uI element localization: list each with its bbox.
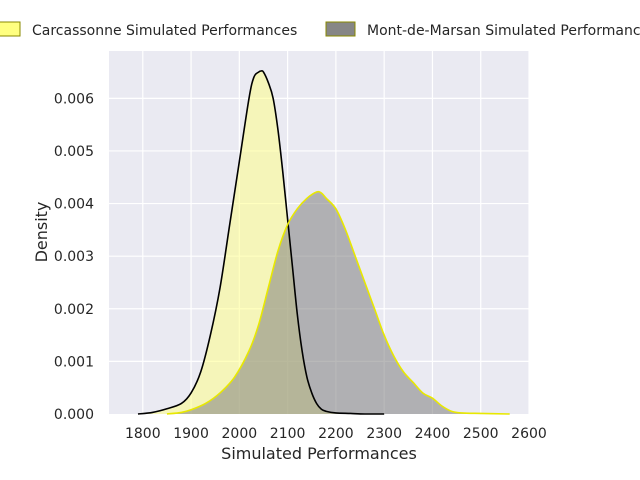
y-tick-label: 0.004 [54,197,94,213]
y-tick-label: 0.002 [54,302,94,318]
x-axis-label: Simulated Performances [221,444,417,463]
x-tick-label: 2600 [511,426,547,442]
x-tick-label: 2300 [366,426,402,442]
y-axis-ticks: 0.000 0.001 0.002 0.003 0.004 0.005 0.006 [54,91,94,423]
x-tick-label: 2100 [270,426,306,442]
x-tick-label: 1800 [125,426,161,442]
legend-swatch-series-2 [325,21,356,37]
y-tick-label: 0.001 [54,354,94,370]
y-tick-label: 0.005 [54,144,94,160]
legend-swatch-series-1 [0,21,21,37]
x-tick-label: 2400 [415,426,451,442]
x-tick-label: 2000 [222,426,258,442]
series-layer [137,69,510,415]
y-tick-label: 0.006 [54,91,94,107]
density-area-series-2 [166,191,510,414]
x-tick-label: 1900 [173,426,209,442]
x-tick-label: 2200 [318,426,354,442]
y-axis-label: Density [32,202,51,263]
series-lines [137,69,510,415]
x-tick-label: 2500 [463,426,499,442]
y-tick-label: 0.003 [54,249,94,265]
legend-label-series-1: Carcassonne Simulated Performances [32,23,297,39]
density-line-series-1 [137,69,385,415]
y-tick-label: 0.000 [54,407,94,423]
density-area-series-1 [137,70,385,415]
legend: Carcassonne Simulated Performances Mont-d… [0,21,640,39]
density-line-series-2 [166,190,510,415]
legend-label-series-2: Mont-de-Marsan Simulated Performances [367,23,640,39]
x-axis-ticks: 1800 1900 2000 2100 2200 2300 2400 2500 2600 [125,426,547,442]
series-fills [137,70,510,415]
